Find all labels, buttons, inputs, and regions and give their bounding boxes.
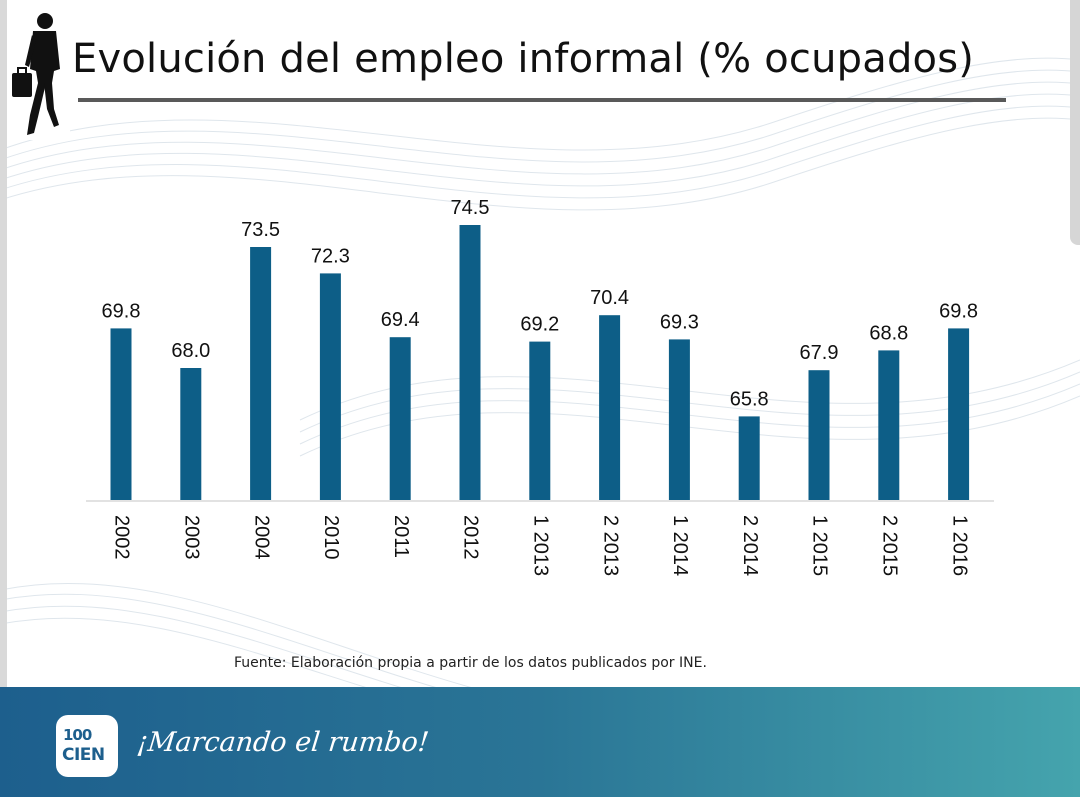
businessman-walking-icon xyxy=(8,5,70,140)
bar-10 xyxy=(808,370,830,500)
x-tick-label-2: 2004 xyxy=(250,515,272,560)
value-label-7: 70.4 xyxy=(590,287,629,309)
value-label-3: 72.3 xyxy=(311,245,350,267)
value-label-6: 69.2 xyxy=(520,314,559,336)
bar-7 xyxy=(599,315,621,500)
footer-slogan: ¡Marcando el rumbo! xyxy=(135,727,431,758)
slide-title: Evolución del empleo informal (% ocupado… xyxy=(72,36,975,82)
x-tick-label-12: 1 2016 xyxy=(948,515,970,576)
source-note: Fuente: Elaboración propia a partir de l… xyxy=(234,655,707,671)
bar-2 xyxy=(250,247,272,500)
value-label-4: 69.4 xyxy=(381,309,420,331)
value-label-5: 74.5 xyxy=(451,197,490,219)
bar-3 xyxy=(319,273,341,500)
value-label-8: 69.3 xyxy=(660,311,699,333)
bar-4 xyxy=(389,337,411,500)
x-tick-label-1: 2003 xyxy=(181,515,203,560)
title-underline xyxy=(78,98,1006,102)
value-label-9: 65.8 xyxy=(730,388,769,410)
value-label-1: 68.0 xyxy=(171,340,210,362)
bar-12 xyxy=(948,328,970,500)
x-tick-label-10: 1 2015 xyxy=(809,515,831,576)
cien-logo: 100 CIEN xyxy=(56,715,118,777)
value-label-0: 69.8 xyxy=(102,300,141,322)
bars-layer: 69.8 2002 68.0 2003 73.5 2004 72.3 2010 69.4 2011… xyxy=(102,197,979,576)
value-label-11: 68.8 xyxy=(869,322,908,344)
bar-1 xyxy=(180,368,202,500)
bar-0 xyxy=(110,328,132,500)
value-label-2: 73.5 xyxy=(241,219,280,241)
logo-bottom-text: CIEN xyxy=(62,745,105,765)
x-tick-label-9: 2 2014 xyxy=(739,515,761,576)
value-label-12: 69.8 xyxy=(939,300,978,322)
x-tick-label-5: 2012 xyxy=(460,515,482,560)
value-label-10: 67.9 xyxy=(800,342,839,364)
x-tick-label-7: 2 2013 xyxy=(599,515,621,576)
right-edge-strip xyxy=(1070,0,1080,245)
x-tick-label-11: 2 2015 xyxy=(879,515,901,576)
bar-11 xyxy=(878,350,900,500)
bar-8 xyxy=(668,339,690,500)
bar-9 xyxy=(738,416,760,500)
left-edge-strip xyxy=(0,0,7,797)
footer-band: 100 CIEN ¡Marcando el rumbo! xyxy=(0,687,1080,797)
bar-5 xyxy=(459,225,481,500)
x-tick-label-8: 1 2014 xyxy=(669,515,691,576)
x-tick-label-6: 1 2013 xyxy=(530,515,552,576)
x-tick-label-0: 2002 xyxy=(111,515,133,560)
x-tick-label-3: 2010 xyxy=(320,515,342,560)
x-tick-label-4: 2011 xyxy=(390,515,412,558)
logo-top-text: 100 xyxy=(63,726,92,744)
bar-6 xyxy=(529,341,551,500)
